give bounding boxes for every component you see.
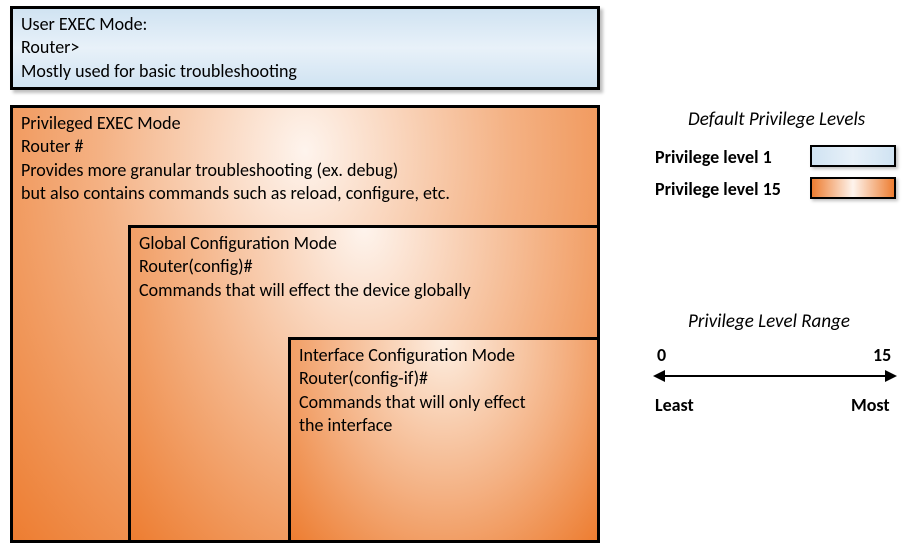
range-line [663,375,887,377]
iface-conf-desc2: the interface [299,414,589,437]
iface-conf-title: Interface Configuration Mode [299,344,589,367]
iface-conf-prompt: Router(config-if)# [299,367,589,390]
range-min-label: Least [655,394,694,416]
user-exec-prompt: Router> [21,36,589,59]
global-conf-desc: Commands that will effect the device glo… [139,279,589,302]
user-exec-title: User EXEC Mode: [21,13,589,36]
legend-row-1-label: Privilege level 1 [655,146,772,168]
global-conf-title: Global Configuration Mode [139,232,589,255]
legend-swatch-blue [810,145,896,167]
user-exec-mode-box: User EXEC Mode: Router> Mostly used for … [10,6,600,90]
range-min: 0 [657,344,666,366]
priv-exec-prompt: Router # [21,135,589,158]
interface-config-mode-box: Interface Configuration Mode Router(conf… [288,337,600,543]
global-conf-prompt: Router(config)# [139,255,589,278]
range-title: Privilege Level Range [688,310,850,333]
range-arrow-right-icon [885,370,897,382]
priv-exec-title: Privileged EXEC Mode [21,112,589,135]
legend-swatch-orange [810,177,896,199]
legend-title: Default Privilege Levels [688,108,865,131]
range-max: 15 [873,344,891,366]
user-exec-desc: Mostly used for basic troubleshooting [21,60,589,83]
priv-exec-desc1: Provides more granular troubleshooting (… [21,159,589,182]
range-max-label: Most [851,394,890,416]
legend-row-2-label: Privilege level 15 [655,178,781,200]
iface-conf-desc1: Commands that will only effect [299,391,589,414]
priv-exec-desc2: but also contains commands such as reloa… [21,182,589,205]
